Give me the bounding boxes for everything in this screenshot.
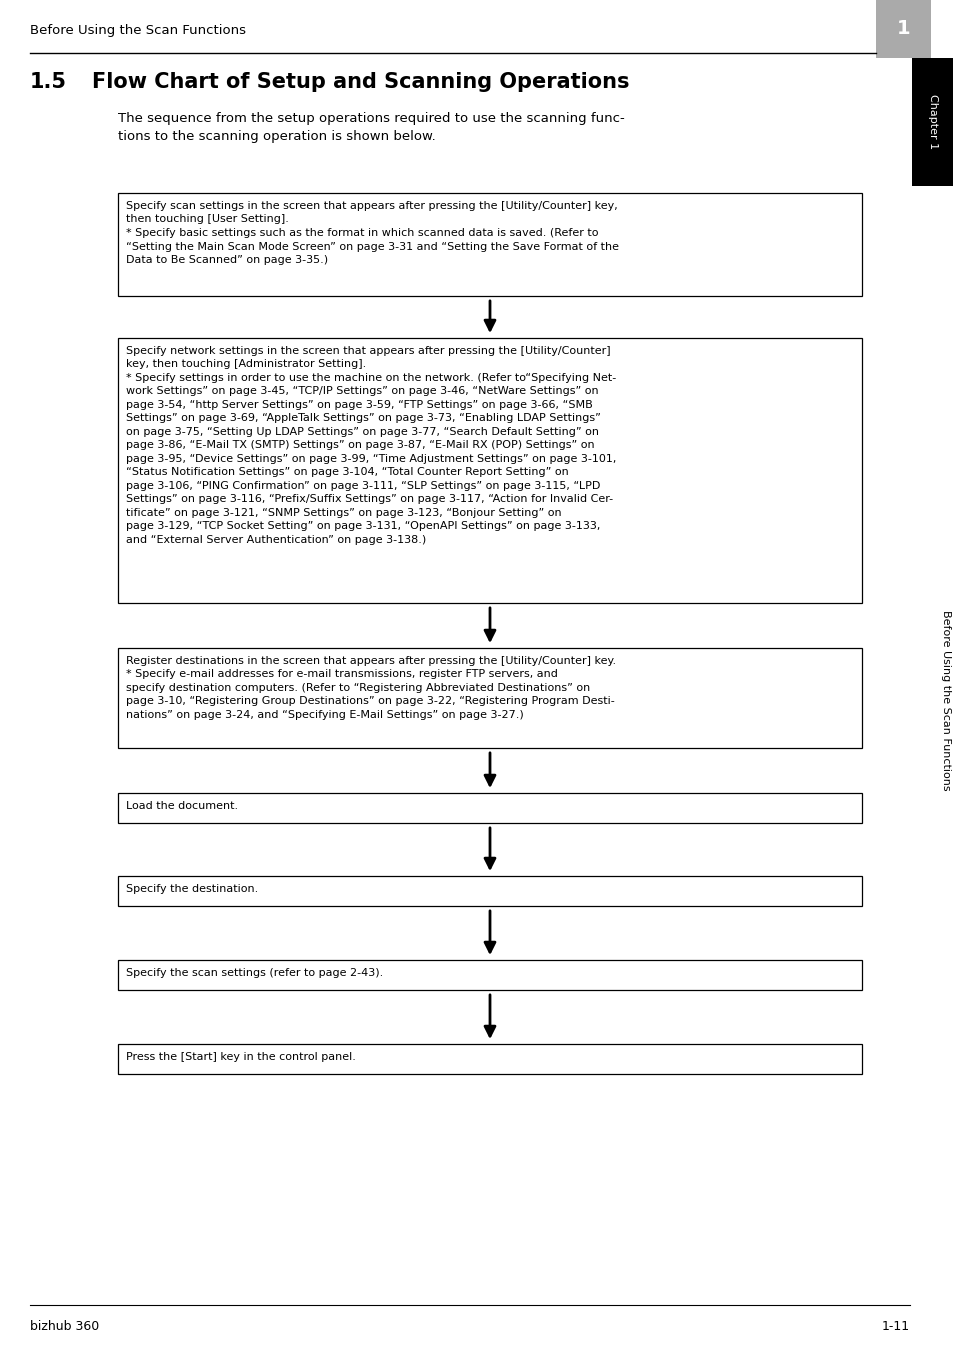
Bar [118, 794, 862, 823]
Text: page 3-95, “Device Settings” on page 3-99, “Time Adjustment Settings” on page 3-: page 3-95, “Device Settings” on page 3-9… [126, 454, 616, 464]
Text: page 3-129, “TCP Socket Setting” on page 3-131, “OpenAPI Settings” on page 3-133: page 3-129, “TCP Socket Setting” on page… [126, 522, 599, 531]
Bar [875, 0, 930, 58]
Text: page 3-10, “Registering Group Destinations” on page 3-22, “Registering Program D: page 3-10, “Registering Group Destinatio… [126, 696, 614, 707]
Text: Press the [Start] key in the control panel.: Press the [Start] key in the control pan… [126, 1052, 355, 1063]
Text: 1.5: 1.5 [30, 72, 67, 92]
Text: Specify network settings in the screen that appears after pressing the [Utility/: Specify network settings in the screen t… [126, 346, 610, 356]
Text: 1-11: 1-11 [881, 1320, 909, 1333]
Text: Register destinations in the screen that appears after pressing the [Utility/Cou: Register destinations in the screen that… [126, 656, 616, 667]
Bar [118, 960, 862, 990]
Text: key, then touching [Administrator Setting].: key, then touching [Administrator Settin… [126, 360, 366, 369]
Text: Chapter 1: Chapter 1 [927, 95, 937, 150]
Text: Specify the destination.: Specify the destination. [126, 884, 258, 894]
Bar [911, 58, 953, 187]
Text: bizhub 360: bizhub 360 [30, 1320, 99, 1333]
Text: The sequence from the setup operations required to use the scanning func-: The sequence from the setup operations r… [118, 112, 624, 124]
Text: “Status Notification Settings” on page 3-104, “Total Counter Report Setting” on: “Status Notification Settings” on page 3… [126, 468, 568, 477]
Text: page 3-54, “http Server Settings” on page 3-59, “FTP Settings” on page 3-66, “SM: page 3-54, “http Server Settings” on pag… [126, 400, 592, 410]
Text: work Settings” on page 3-45, “TCP/IP Settings” on page 3-46, “NetWare Settings” : work Settings” on page 3-45, “TCP/IP Set… [126, 387, 598, 396]
Text: “Setting the Main Scan Mode Screen” on page 3-31 and “Setting the Save Format of: “Setting the Main Scan Mode Screen” on p… [126, 242, 618, 251]
Text: page 3-106, “PING Confirmation” on page 3-111, “SLP Settings” on page 3-115, “LP: page 3-106, “PING Confirmation” on page … [126, 481, 599, 491]
Text: Settings” on page 3-116, “Prefix/Suffix Settings” on page 3-117, “Action for Inv: Settings” on page 3-116, “Prefix/Suffix … [126, 495, 613, 504]
Text: Before Using the Scan Functions: Before Using the Scan Functions [940, 610, 950, 791]
Text: specify destination computers. (Refer to “Registering Abbreviated Destinations” : specify destination computers. (Refer to… [126, 683, 590, 694]
Text: Specify the scan settings (refer to page 2-43).: Specify the scan settings (refer to page… [126, 968, 383, 977]
Text: then touching [User Setting].: then touching [User Setting]. [126, 215, 289, 224]
Bar [118, 648, 862, 748]
Bar [118, 193, 862, 296]
Text: * Specify settings in order to use the machine on the network. (Refer to“Specify: * Specify settings in order to use the m… [126, 373, 616, 383]
Text: page 3-86, “E-Mail TX (SMTP) Settings” on page 3-87, “E-Mail RX (POP) Settings” : page 3-86, “E-Mail TX (SMTP) Settings” o… [126, 441, 594, 450]
Text: Load the document.: Load the document. [126, 800, 238, 811]
Text: tions to the scanning operation is shown below.: tions to the scanning operation is shown… [118, 130, 436, 143]
Bar [118, 338, 862, 603]
Text: tificate” on page 3-121, “SNMP Settings” on page 3-123, “Bonjour Setting” on: tificate” on page 3-121, “SNMP Settings”… [126, 508, 561, 518]
Text: and “External Server Authentication” on page 3-138.): and “External Server Authentication” on … [126, 535, 426, 545]
Text: 1: 1 [896, 19, 909, 38]
Text: Settings” on page 3-69, “AppleTalk Settings” on page 3-73, “Enabling LDAP Settin: Settings” on page 3-69, “AppleTalk Setti… [126, 414, 600, 423]
Text: on page 3-75, “Setting Up LDAP Settings” on page 3-77, “Search Default Setting” : on page 3-75, “Setting Up LDAP Settings”… [126, 427, 598, 437]
Text: Data to Be Scanned” on page 3-35.): Data to Be Scanned” on page 3-35.) [126, 256, 328, 265]
Text: nations” on page 3-24, and “Specifying E-Mail Settings” on page 3-27.): nations” on page 3-24, and “Specifying E… [126, 710, 523, 721]
Text: * Specify e-mail addresses for e-mail transmissions, register FTP servers, and: * Specify e-mail addresses for e-mail tr… [126, 669, 558, 680]
Bar [118, 876, 862, 906]
Text: Specify scan settings in the screen that appears after pressing the [Utility/Cou: Specify scan settings in the screen that… [126, 201, 618, 211]
Bar [118, 1044, 862, 1073]
Text: Before Using the Scan Functions: Before Using the Scan Functions [30, 24, 246, 37]
Text: * Specify basic settings such as the format in which scanned data is saved. (Ref: * Specify basic settings such as the for… [126, 228, 598, 238]
Text: Flow Chart of Setup and Scanning Operations: Flow Chart of Setup and Scanning Operati… [91, 72, 629, 92]
